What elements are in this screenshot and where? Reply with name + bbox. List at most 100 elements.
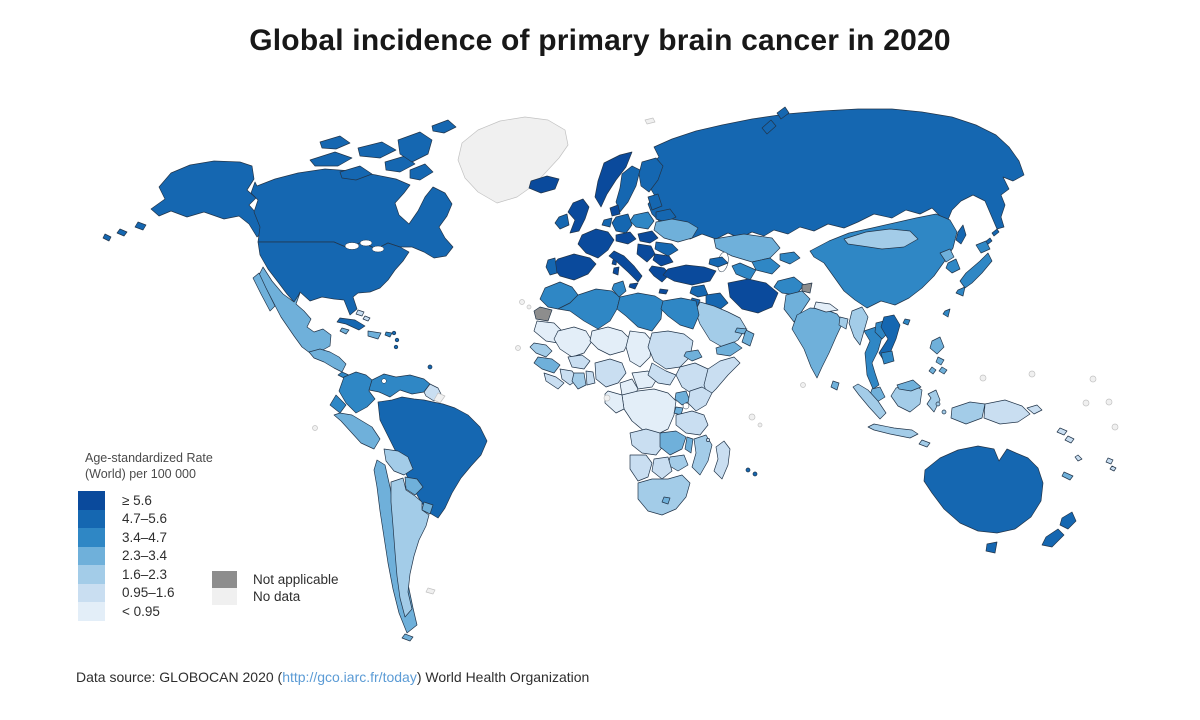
region-kyushu: [955, 286, 966, 297]
region-sudan: [647, 330, 694, 370]
island-pacific-2: [1028, 370, 1036, 378]
region-tanzania: [675, 410, 709, 436]
region-lesser-antilles-3: [393, 344, 399, 350]
region-iran: [727, 278, 779, 314]
legend-row: No data: [212, 588, 339, 605]
region-bulgaria: [652, 253, 674, 267]
region-benelux: [601, 217, 613, 228]
region-arctic-islands-7: [409, 163, 434, 181]
legend-label: 1.6–2.3: [122, 566, 168, 582]
region-jamaica: [339, 327, 350, 335]
region-guinea: [533, 356, 561, 374]
legend-swatch: [78, 509, 105, 528]
region-greece: [648, 265, 671, 283]
region-china: [809, 213, 958, 309]
island-pacific-4: [1082, 399, 1090, 407]
region-tasmania: [985, 541, 998, 554]
region-lesser-sunda: [918, 439, 931, 448]
region-aleutians-3: [102, 233, 112, 242]
island-seychelles: [748, 413, 756, 421]
legend-swatch: [78, 565, 105, 584]
legend-row: 3.4–4.7: [78, 528, 213, 547]
footer-prefix: Data source: GLOBOCAN 2020 (: [76, 669, 283, 685]
region-eritrea: [683, 349, 703, 362]
legend-label: 4.7–5.6: [122, 511, 168, 527]
region-portugal: [545, 257, 558, 276]
region-hispaniola: [367, 330, 382, 340]
region-java: [867, 423, 919, 439]
region-hungary: [637, 230, 659, 244]
region-uk: [567, 198, 590, 234]
legend-rows: ≥ 5.6 4.7–5.6 3.4–4.7 2.3–3.4 1.6–2.3 0.95–1.…: [78, 491, 213, 621]
region-tierra-del-fuego: [401, 633, 414, 642]
region-mozambique: [691, 434, 713, 476]
footer-suffix: ) World Health Organization: [416, 669, 590, 685]
region-hokkaido: [975, 240, 991, 254]
region-turkey: [662, 264, 717, 286]
legend-special: Not applicable No data: [212, 571, 339, 605]
region-trinidad: [427, 364, 433, 370]
region-moluccas-1: [935, 401, 941, 407]
legend-row: 4.7–5.6: [78, 509, 213, 528]
legend-row: 0.95–1.6: [78, 583, 213, 602]
legend-swatch: [78, 491, 105, 510]
region-western-sahara: [533, 306, 553, 322]
region-kenya: [687, 386, 713, 412]
region-australia: [923, 445, 1044, 534]
region-bahamas: [355, 309, 365, 317]
legend-label: Not applicable: [253, 572, 339, 587]
lake-victoria: [682, 402, 690, 410]
region-mongolia: [843, 228, 919, 250]
region-kashmir: [801, 282, 813, 294]
legend-label: 3.4–4.7: [122, 529, 168, 545]
region-taiwan: [942, 308, 951, 318]
island-pacific-3: [1089, 375, 1097, 383]
legend-swatch: [212, 571, 237, 588]
region-ukraine: [653, 218, 699, 243]
region-burkina-faso: [567, 354, 591, 370]
region-new-caledonia: [1061, 471, 1074, 481]
region-madagascar: [713, 440, 731, 480]
region-arctic-islands-2: [357, 141, 397, 159]
legend-label: < 0.95: [122, 603, 160, 619]
region-saudi-arabia: [694, 301, 747, 349]
region-botswana: [651, 456, 673, 480]
region-ghana: [571, 372, 587, 390]
island-canary-2: [526, 304, 532, 310]
legend-swatch: [212, 588, 237, 605]
legend-row: < 0.95: [78, 602, 213, 621]
region-nigeria: [594, 358, 627, 388]
region-comoros: [706, 438, 710, 442]
region-drc: [621, 388, 677, 436]
region-south-sudan: [647, 362, 677, 386]
region-new-zealand-north: [1059, 511, 1077, 530]
region-aleutians: [134, 221, 147, 231]
region-svalbard: [644, 117, 656, 125]
region-niger: [589, 326, 631, 356]
region-argentina: [390, 477, 430, 618]
region-novaya-zemlya-2: [776, 106, 790, 120]
island-galapagos: [312, 425, 318, 431]
legend-label: No data: [253, 589, 301, 604]
region-mexico: [258, 266, 332, 354]
footer-link[interactable]: http://gco.iarc.fr/today: [282, 669, 417, 685]
island-sao-tome: [603, 394, 611, 402]
region-uruguay: [421, 501, 434, 515]
legend-title-line2: (World) per 100 000: [85, 467, 196, 481]
region-romania: [654, 241, 679, 257]
island-maldives: [800, 382, 806, 388]
region-hainan: [902, 318, 911, 326]
region-novaya-zemlya: [761, 119, 777, 135]
region-turkmenistan: [731, 262, 757, 281]
region-vanuatu: [1074, 454, 1083, 462]
great-lake-3: [371, 245, 385, 253]
region-malaysia-borneo: [896, 379, 922, 392]
region-ireland: [554, 213, 570, 230]
region-french-guiana: [433, 392, 446, 404]
region-poland: [629, 211, 655, 230]
region-solomon-islands: [1056, 427, 1068, 436]
region-philippines-3: [938, 366, 948, 375]
region-new-zealand-south: [1041, 528, 1065, 548]
legend-label: 2.3–3.4: [122, 548, 168, 564]
